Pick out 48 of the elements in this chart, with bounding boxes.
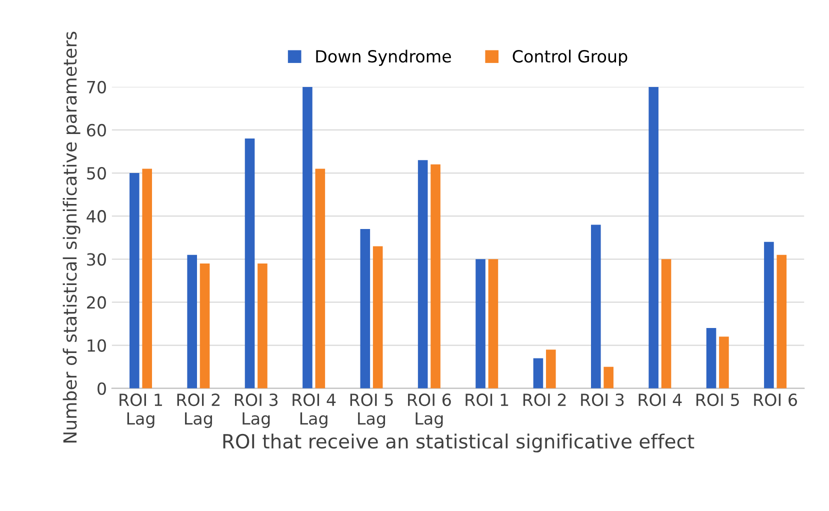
bar <box>661 259 672 388</box>
y-tick-label: 60 <box>87 124 106 137</box>
bar <box>360 229 370 388</box>
y-tick-label: 0 <box>98 382 106 395</box>
bar <box>302 86 312 388</box>
x-tick-label: ROI 1 Lag <box>120 394 162 428</box>
bar <box>776 254 787 388</box>
legend-label: Control Group <box>512 50 628 66</box>
x-tick-label: ROI 3 <box>581 394 624 406</box>
x-tick-label: ROI 3 Lag <box>235 394 278 428</box>
y-tick-label: 40 <box>86 210 106 223</box>
y-axis-title: Number of statistical significative parameters <box>62 32 80 443</box>
bar <box>476 259 486 388</box>
bar <box>142 168 152 388</box>
y-tick-label: 50 <box>87 166 106 180</box>
bar <box>533 358 544 388</box>
bar <box>590 224 601 388</box>
bar <box>372 246 383 388</box>
bar <box>430 164 440 388</box>
bar <box>706 328 716 388</box>
bar <box>764 242 774 388</box>
bar <box>648 86 658 388</box>
y-tick-label: 30 <box>87 253 106 266</box>
y-tick-label: 20 <box>87 296 106 309</box>
bar <box>488 259 498 388</box>
x-tick-label: ROI 5 <box>696 394 739 406</box>
bar <box>546 350 556 388</box>
bar <box>258 263 268 388</box>
x-tick-label: ROI 4 Lag <box>292 394 336 428</box>
bar <box>130 173 140 388</box>
x-tick-label: ROI 4 <box>638 394 682 406</box>
bar <box>244 138 255 388</box>
legend-label: Down Syndrome <box>316 50 451 66</box>
bar <box>418 160 428 388</box>
y-tick-label: 70 <box>87 80 106 94</box>
bar <box>604 366 614 388</box>
bar <box>315 168 326 388</box>
bar <box>719 336 729 388</box>
bar <box>187 254 197 388</box>
bar <box>200 263 210 388</box>
x-tick-label: ROI 2 <box>523 394 566 406</box>
x-axis-title: ROI that receive an statistical significative effect <box>223 434 694 452</box>
y-tick-label: 10 <box>88 339 106 352</box>
x-tick-label: ROI 6 Lag <box>408 394 451 428</box>
x-tick-label: ROI 6 <box>754 394 797 406</box>
x-tick-label: ROI 2 Lag <box>177 394 220 428</box>
x-tick-label: ROI 1 <box>466 394 508 406</box>
x-tick-label: ROI 5 Lag <box>350 394 393 428</box>
